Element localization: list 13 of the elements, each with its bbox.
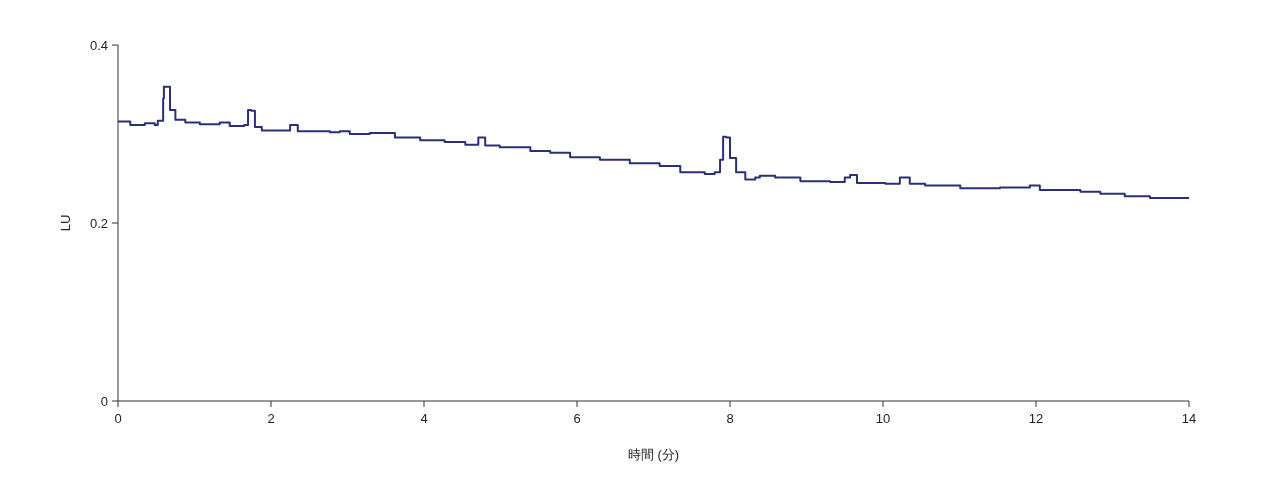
y-tick-label: 0	[100, 393, 108, 409]
x-tick-label: 10	[875, 411, 891, 426]
x-tick-label: 2	[267, 411, 275, 426]
x-axis-title: 時間 (分)	[627, 447, 680, 462]
y-tick-label: 0.2	[89, 215, 108, 231]
x-tick-label: 12	[1028, 411, 1044, 426]
x-tick-label: 8	[726, 411, 734, 426]
x-tick-label: 14	[1181, 411, 1197, 426]
x-tick-label: 6	[573, 411, 581, 426]
y-axis-title: LU	[58, 214, 73, 232]
y-tick-label: 0.4	[89, 37, 108, 53]
x-tick-label: 4	[420, 411, 428, 426]
x-tick-label: 0	[114, 411, 122, 426]
